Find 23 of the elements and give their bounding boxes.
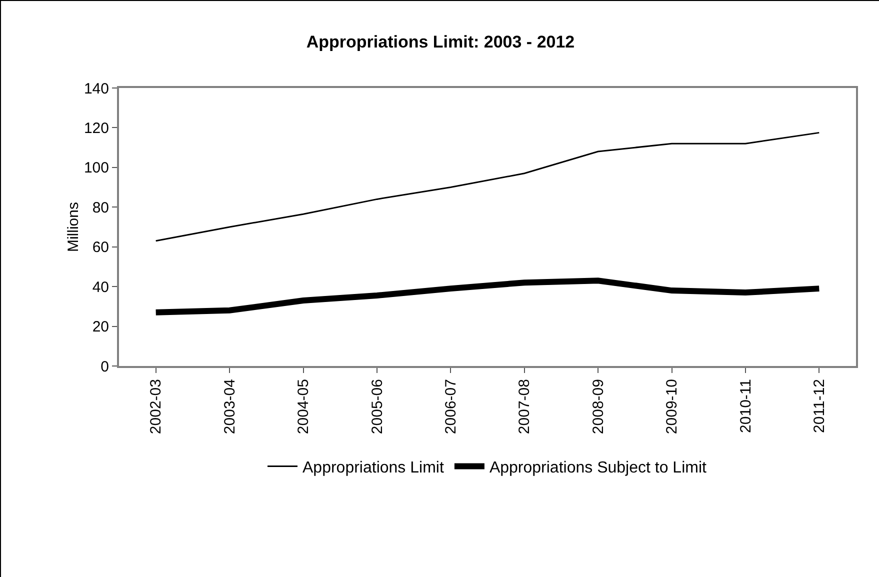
legend-label: Appropriations Subject to Limit	[489, 460, 708, 477]
x-tick-label: 2007-08	[516, 379, 534, 434]
y-tick-label: 100	[84, 160, 109, 177]
y-tick-label: 60	[92, 239, 109, 256]
y-tick-label: 80	[92, 199, 109, 216]
y-tick-label: 140	[84, 80, 109, 98]
line-series	[155, 132, 820, 242]
x-tick-label: 2011-12	[811, 379, 828, 433]
y-tick-label: 120	[84, 120, 109, 137]
y-axis-title: Millions	[65, 202, 82, 252]
legend-label: Appropriations Limit	[302, 460, 444, 477]
y-tick-label: 20	[92, 318, 109, 336]
x-tick-label: 2008-09	[590, 379, 607, 434]
x-tick-label: 2003-04	[221, 379, 238, 434]
x-tick-label: 2004-05	[295, 379, 312, 434]
x-tick-label: 2006-07	[442, 379, 460, 434]
x-tick-label: 2005-06	[368, 379, 386, 434]
y-tick-label: 40	[92, 278, 109, 296]
x-tick-label: 2002-03	[148, 379, 165, 434]
x-tick-label: 2009-10	[664, 379, 681, 434]
y-tick-label: 0	[100, 358, 109, 376]
chart-title: Appropriations Limit: 2003 - 2012	[306, 32, 575, 52]
x-tick-label: 2010-11	[737, 379, 754, 433]
